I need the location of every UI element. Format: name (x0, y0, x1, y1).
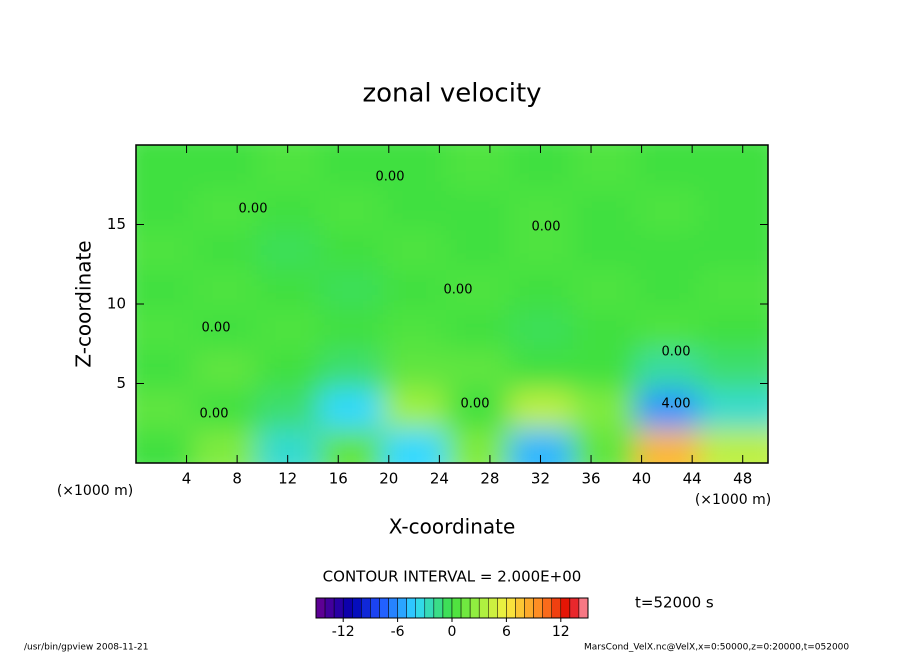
contour-label: 0.00 (239, 202, 268, 217)
contour-label: 0.00 (444, 283, 473, 298)
colorbar-box (379, 597, 389, 619)
colorbar-box (397, 597, 407, 619)
field-cell (382, 145, 458, 191)
chart-title: zonal velocity (362, 79, 541, 109)
colorbar-box (406, 597, 416, 619)
colorbar-box (415, 597, 426, 619)
colorbar-tick-label: 6 (502, 624, 511, 640)
x-tick-label: 24 (430, 470, 449, 488)
contour-interval: CONTOUR INTERVAL = 2.000E+00 (323, 568, 582, 586)
x-axis-label: X-coordinate (389, 515, 516, 539)
footer-left: /usr/bin/gpview 2008-11-21 (24, 643, 148, 653)
x-tick-label: 12 (278, 470, 297, 488)
footer-right: MarsCond_VelX.nc@VelX,x=0:50000,z=0:2000… (584, 643, 849, 653)
x-tick-label: 40 (632, 470, 651, 488)
colorbar-box (542, 597, 552, 619)
colorbar-box (361, 597, 371, 619)
colorbar-box (533, 597, 543, 619)
colorbar-box (506, 597, 516, 619)
x-tick-label: 48 (733, 470, 752, 488)
y-tick-label: 5 (116, 374, 126, 392)
colorbar-box (524, 597, 534, 619)
field-cell (572, 145, 648, 191)
colorbar-box (370, 597, 380, 619)
x-tick-label: 20 (379, 470, 398, 488)
field-cell (256, 145, 332, 191)
field-cell (509, 145, 585, 191)
colorbar-box (352, 597, 362, 619)
time-label: t=52000 s (635, 594, 714, 612)
contour-label: 0.00 (376, 170, 405, 185)
colorbar-box (488, 597, 498, 619)
x-tick-label: 8 (232, 470, 242, 488)
y-axis-label: Z-coordinate (72, 240, 96, 367)
y-tick-label: 15 (107, 215, 126, 233)
field (136, 145, 768, 463)
colorbar-tick-label: -12 (332, 624, 355, 640)
colorbar-box (388, 597, 398, 619)
colorbar-box (433, 597, 444, 619)
colorbar-box (424, 597, 435, 619)
colorbar-box (569, 597, 580, 619)
colorbar-box (551, 597, 562, 619)
x-tick-label: 36 (581, 470, 600, 488)
field-cell (446, 145, 522, 191)
colorbar-box (460, 597, 471, 619)
x-tick-label: 32 (531, 470, 550, 488)
y-tick-label: 10 (107, 295, 126, 313)
colorbar-box (333, 597, 344, 619)
colorbar-tick-label: -6 (391, 624, 405, 640)
contour-label: 4.00 (662, 397, 691, 412)
field-cell (319, 145, 395, 191)
contour-label: 0.00 (461, 397, 490, 412)
colorbar-box (478, 597, 489, 619)
colorbar-box (442, 597, 453, 619)
colorbar-box (469, 597, 480, 619)
field-cell (193, 145, 269, 191)
colorbar-box (315, 597, 326, 619)
colorbar-tick-label: 12 (552, 624, 570, 640)
x-tick-label: 44 (683, 470, 702, 488)
colorbar-box (451, 597, 462, 619)
colorbar-box (578, 597, 589, 619)
field-cell (136, 145, 206, 191)
colorbar-tick-label: 0 (448, 624, 457, 640)
x-tick-label: 28 (480, 470, 499, 488)
field-cell (635, 145, 711, 191)
contour-label: 0.00 (662, 345, 691, 360)
colorbar-box (324, 597, 335, 619)
y-unit: (×1000 m) (57, 483, 133, 499)
x-tick-label: 16 (329, 470, 348, 488)
contour-label: 0.00 (200, 407, 229, 422)
x-tick-label: 4 (182, 470, 192, 488)
colorbar-box (515, 597, 525, 619)
field-cell (698, 145, 768, 191)
colorbar-box (497, 597, 507, 619)
colorbar-box (560, 597, 571, 619)
x-unit: (×1000 m) (695, 492, 771, 508)
contour-label: 0.00 (532, 220, 561, 235)
contour-label: 0.00 (202, 321, 231, 336)
colorbar-box (342, 597, 353, 619)
